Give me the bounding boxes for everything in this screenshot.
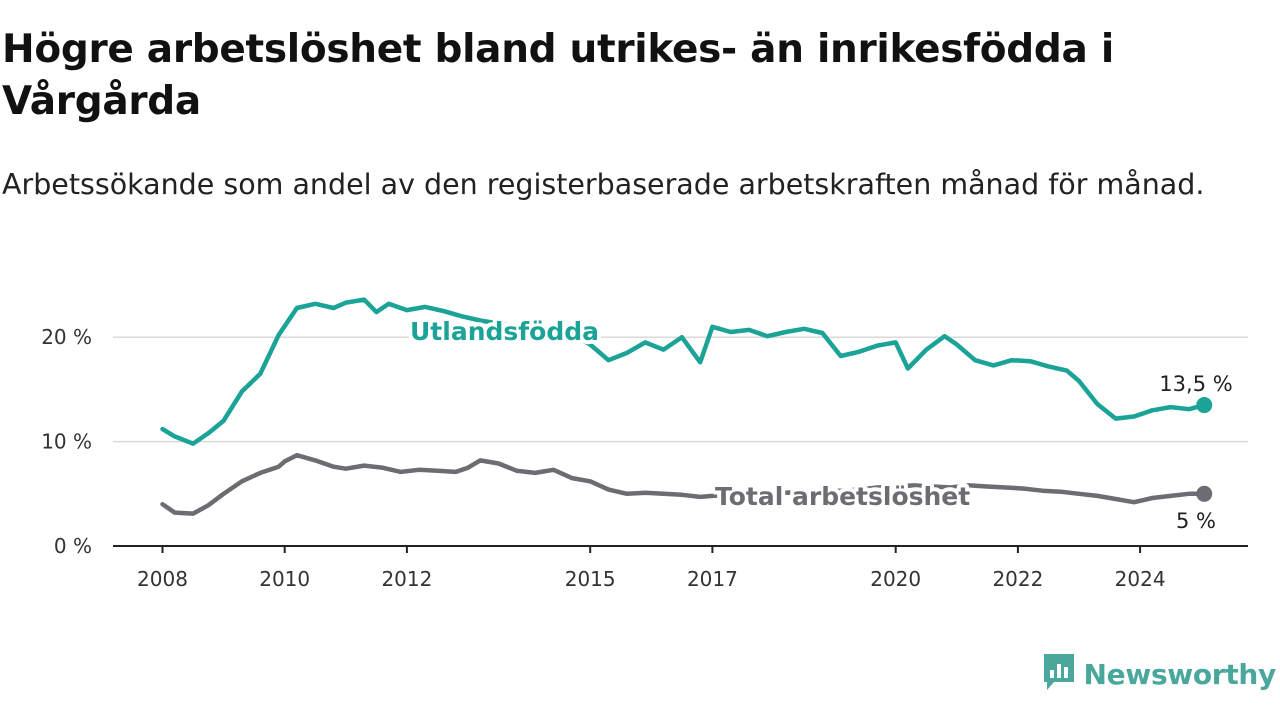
y-tick-label: 0 % bbox=[54, 534, 92, 558]
chart-title: Högre arbetslöshet bland utrikes- än inr… bbox=[2, 27, 1114, 124]
series-label-total-halo: Total arbetslöshet bbox=[715, 482, 970, 511]
x-tick-label: 2012 bbox=[381, 567, 432, 591]
chart-subtitle: Arbetssökande som andel av den registerb… bbox=[2, 168, 1205, 201]
line-total-arbetsloshet bbox=[160, 452, 1207, 516]
brand-logo: Newsworthy bbox=[1042, 652, 1276, 696]
series-label-total: Total arbetslöshet bbox=[715, 482, 970, 511]
series-label-utlandsfodda: Utlandsfödda bbox=[410, 317, 599, 346]
y-axis-tick-labels: 0 % 10 % 20 % bbox=[41, 325, 92, 558]
x-axis: 2008 2010 2012 2015 2017 2020 2022 2024 bbox=[113, 545, 1248, 591]
x-tick-label: 2008 bbox=[137, 567, 188, 591]
series-lines bbox=[160, 297, 1213, 516]
end-label-utlandsfodda: 13,5 % bbox=[1159, 372, 1232, 396]
brand-name: Newsworthy bbox=[1083, 657, 1277, 691]
end-label-total: 5 % bbox=[1176, 509, 1216, 533]
x-tick-label: 2020 bbox=[870, 567, 921, 591]
grid-lines bbox=[113, 336, 1248, 443]
x-tick-label: 2017 bbox=[687, 567, 738, 591]
x-tick-label: 2022 bbox=[992, 567, 1043, 591]
y-tick-label: 20 % bbox=[41, 325, 92, 349]
end-dot-utlandsfodda bbox=[1196, 397, 1213, 414]
line-utlandsfodda bbox=[160, 297, 1207, 446]
end-dot-total bbox=[1196, 485, 1213, 502]
newsworthy-logo-icon bbox=[1042, 652, 1076, 696]
x-tick-label: 2024 bbox=[1115, 567, 1166, 591]
x-tick-label: 2010 bbox=[259, 567, 310, 591]
y-tick-label: 10 % bbox=[41, 430, 92, 454]
x-tick-label: 2015 bbox=[565, 567, 616, 591]
series-label-utlandsfodda-halo: Utlandsfödda bbox=[410, 317, 599, 346]
